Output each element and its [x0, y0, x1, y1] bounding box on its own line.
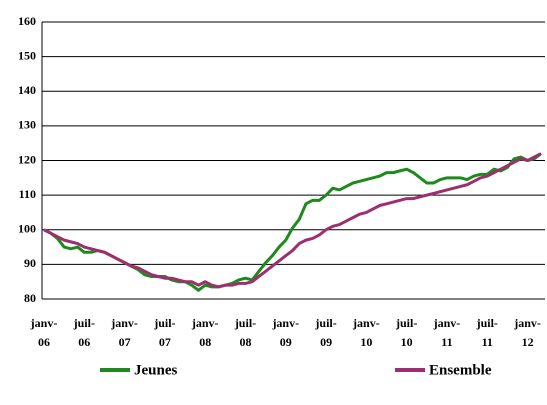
x-tick-line: janv- — [352, 316, 380, 330]
y-tick-label: 130 — [18, 118, 36, 132]
series-line — [43, 152, 542, 292]
y-tick-label: 150 — [18, 48, 36, 62]
x-tick-label: janv- 09 — [271, 316, 299, 349]
y-tick-label: 140 — [18, 83, 36, 97]
x-tick-label: juil- 07 — [153, 316, 175, 349]
x-tick-label: juil- 10 — [395, 316, 417, 349]
x-tick-line: juil- — [153, 316, 175, 330]
x-tick-line: 11 — [482, 335, 493, 349]
x-tick-line: 06 — [38, 335, 50, 349]
x-tick-line: janv- — [30, 316, 58, 330]
x-tick-label: janv- 07 — [110, 316, 138, 349]
x-tick-label: juil- 08 — [234, 316, 256, 349]
x-tick-label: juil- 11 — [476, 316, 498, 349]
y-tick-label: 90 — [24, 256, 36, 270]
series-line — [43, 152, 542, 289]
x-tick-line: 07 — [119, 335, 131, 349]
x-tick-line: janv- — [271, 316, 299, 330]
x-tick-label: janv- 11 — [433, 316, 461, 349]
x-tick-line: 08 — [239, 335, 251, 349]
x-tick-label: juil- 09 — [314, 316, 336, 349]
x-tick-label: janv- 06 — [30, 316, 58, 349]
x-tick-line: janv- — [433, 316, 461, 330]
legend-label: Ensemble — [429, 362, 492, 378]
y-tick-label: 160 — [18, 14, 36, 28]
x-tick-line: 11 — [441, 335, 452, 349]
y-tick-label: 80 — [24, 291, 36, 305]
x-tick-label: janv- 08 — [191, 316, 219, 349]
x-tick-line: juil- — [73, 316, 95, 330]
x-tick-line: 12 — [522, 335, 534, 349]
x-tick-line: janv- — [513, 316, 541, 330]
y-tick-label: 120 — [18, 152, 36, 166]
x-tick-line: juil- — [234, 316, 256, 330]
x-tick-line: 08 — [199, 335, 211, 349]
x-tick-line: 10 — [401, 335, 413, 349]
x-tick-line: 07 — [159, 335, 171, 349]
x-tick-label: juil- 06 — [73, 316, 95, 349]
x-tick-line: 06 — [78, 335, 90, 349]
y-tick-label: 100 — [18, 222, 36, 236]
x-tick-label: janv- 12 — [513, 316, 541, 349]
x-tick-line: 10 — [360, 335, 372, 349]
x-tick-line: juil- — [476, 316, 498, 330]
legend-label: Jeunes — [134, 362, 178, 378]
x-tick-label: janv- 10 — [352, 316, 380, 349]
y-tick-label: 110 — [19, 187, 36, 201]
x-tick-line: juil- — [314, 316, 336, 330]
x-tick-line: 09 — [280, 335, 292, 349]
x-tick-line: janv- — [110, 316, 138, 330]
x-tick-line: juil- — [395, 316, 417, 330]
x-tick-line: janv- — [191, 316, 219, 330]
x-tick-line: 09 — [320, 335, 332, 349]
